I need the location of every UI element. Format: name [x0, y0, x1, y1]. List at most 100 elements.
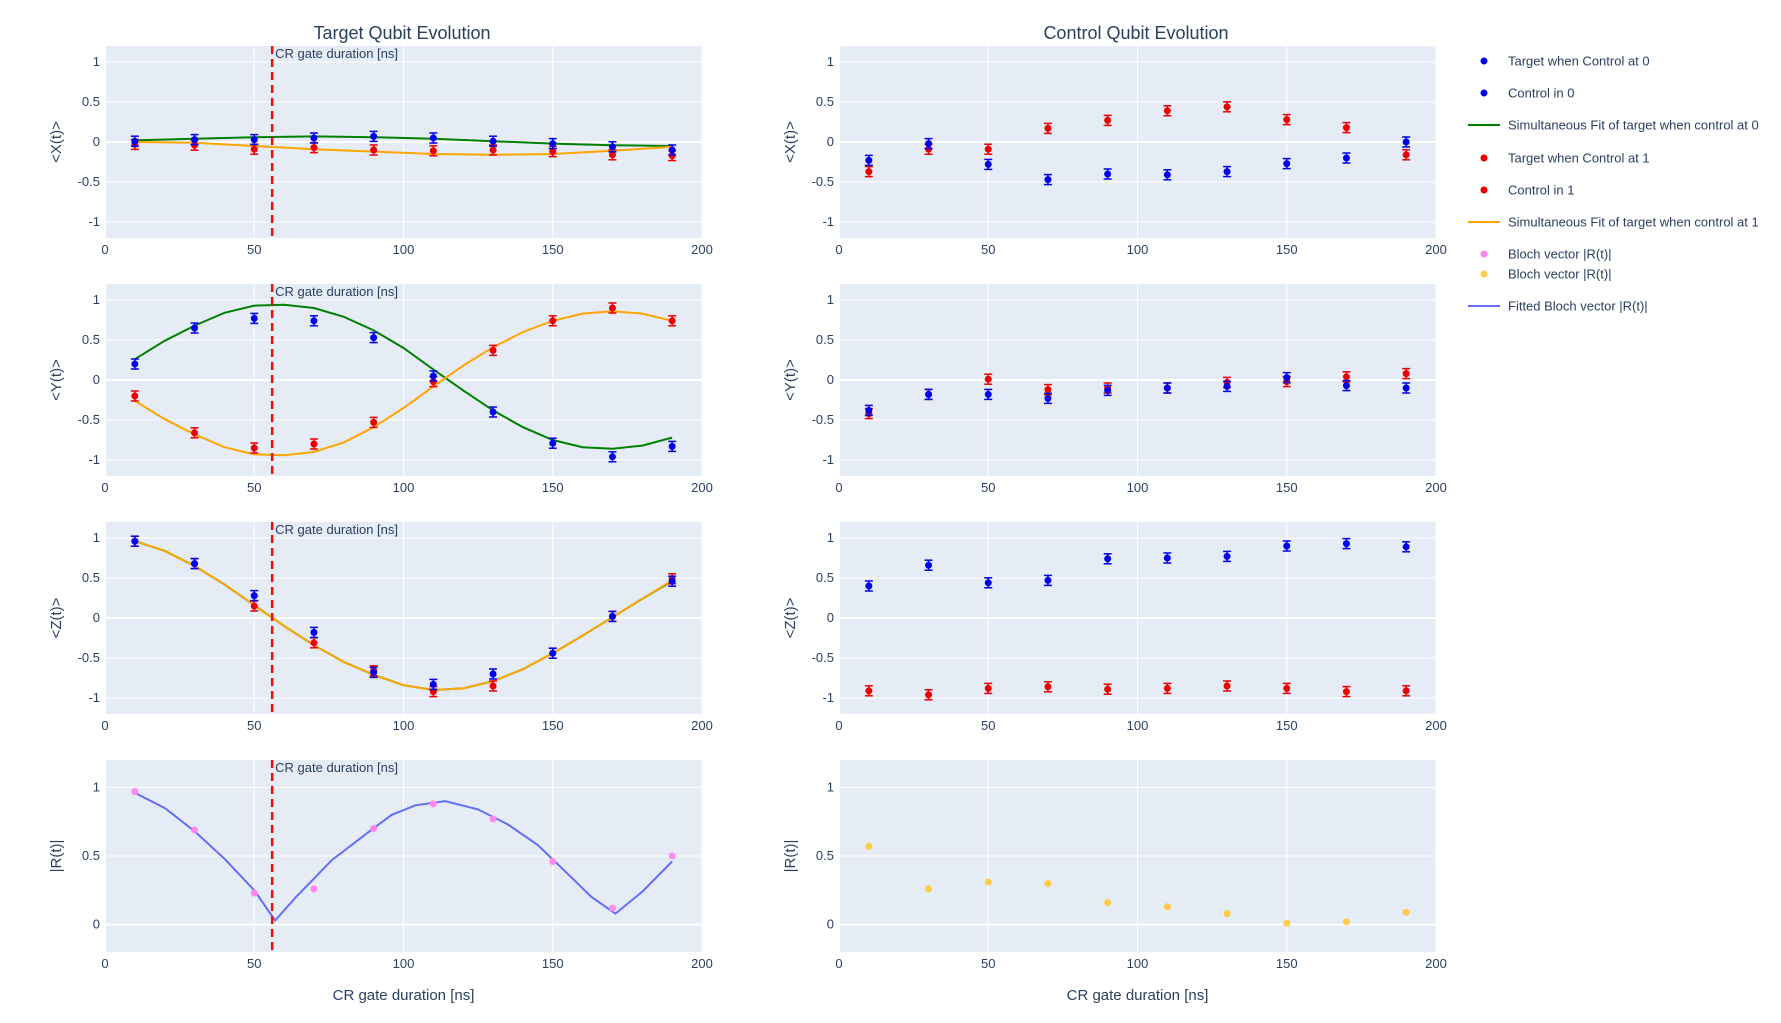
point-target-control-0 [309, 315, 318, 327]
point-control-in-0 [1342, 537, 1351, 550]
data-point [310, 440, 318, 448]
x-tick-label: 200 [691, 480, 713, 495]
data-point [1044, 386, 1052, 394]
subplot-grid: 0 50 100 150 200-1-0.500.51<X(t)>CR gate dur… [48, 46, 1447, 1004]
point-control-in-0 [1103, 168, 1112, 180]
cr-duration-annotation: CR gate duration [ns] [275, 522, 398, 537]
data-point [370, 668, 378, 676]
y-axis-title: |R(t)| [48, 840, 65, 873]
point-control-in-1 [984, 143, 993, 155]
legend-item: Target when Control at 0 [1480, 54, 1650, 69]
point-target-control-0 [190, 322, 199, 334]
data-point [489, 146, 497, 154]
data-point [1342, 382, 1350, 390]
data-point [131, 137, 139, 145]
fit-line-control-1 [134, 540, 673, 692]
point-control-in-1 [1402, 367, 1411, 380]
y-tick-label: 1 [827, 779, 834, 794]
data-point [668, 146, 676, 154]
x-tick-label: 200 [1425, 956, 1447, 971]
data-point [370, 418, 378, 426]
point-control-in-0 [1402, 136, 1411, 148]
point-control-in-1 [1223, 101, 1232, 113]
point-target-control-0 [608, 141, 617, 153]
point-target-control-0 [369, 130, 378, 143]
data-point [1402, 543, 1410, 551]
data-point [925, 390, 933, 398]
point-target-control-0 [489, 135, 498, 147]
point-control-in-1 [1402, 149, 1411, 161]
legend-item: Bloch vector |R(t)| [1480, 247, 1612, 262]
data-point [1104, 170, 1112, 178]
x-tick-label: 150 [1276, 480, 1298, 495]
y-tick-label: 0.5 [82, 570, 100, 585]
point-target-control-1 [369, 144, 378, 156]
x-tick-label: 0 [835, 718, 842, 733]
data-point [429, 147, 437, 155]
point-bloch-target [489, 815, 497, 823]
fit-line-control-0 [134, 135, 673, 147]
data-point [1402, 687, 1410, 695]
data-point [549, 439, 557, 447]
point-control-in-1 [1163, 682, 1172, 695]
data-point [1223, 552, 1231, 560]
y-tick-label: 0 [93, 134, 100, 149]
point-bloch-control [1044, 879, 1052, 887]
data-point [370, 146, 378, 154]
data-point [984, 375, 992, 383]
x-tick-label: 150 [1276, 718, 1298, 733]
point-target-control-0 [668, 440, 677, 453]
point-control-in-0 [1402, 382, 1411, 394]
data-point [984, 579, 992, 587]
data-point [310, 639, 318, 647]
legend-label: Target when Control at 1 [1508, 151, 1650, 166]
data-point [1163, 384, 1171, 392]
point-control-in-1 [1043, 122, 1052, 135]
data-point [1044, 124, 1052, 132]
x-tick-label: 150 [542, 718, 564, 733]
data-point [1104, 685, 1112, 693]
data-point [865, 582, 873, 590]
data-point [1163, 171, 1171, 179]
point-target-control-0 [130, 358, 139, 370]
y-axis-title: <Y(t)> [782, 359, 799, 401]
legend-item: Bloch vector |R(t)| [1480, 267, 1612, 282]
point-target-control-0 [668, 144, 677, 156]
x-tick-label: 200 [1425, 242, 1447, 257]
point-target-control-1 [130, 390, 139, 402]
data-point [925, 691, 933, 699]
x-tick-label: 150 [542, 480, 564, 495]
point-control-in-1 [1103, 114, 1112, 127]
point-target-control-0 [489, 668, 498, 680]
point-bloch-target [549, 857, 557, 865]
point-control-in-0 [1043, 392, 1052, 405]
point-control-in-1 [984, 373, 993, 385]
right-column-title: Control Qubit Evolution [1043, 23, 1228, 43]
point-control-in-0 [924, 137, 933, 150]
y-tick-label: 0 [827, 372, 834, 387]
data-point [1163, 107, 1171, 115]
legend-item: Simultaneous Fit of target when control … [1468, 118, 1759, 133]
data-point [1044, 576, 1052, 584]
legend-marker-swatch [1480, 154, 1488, 162]
y-tick-label: -1 [822, 452, 834, 467]
cr-duration-annotation: CR gate duration [ns] [275, 284, 398, 299]
y-tick-label: -0.5 [78, 412, 100, 427]
y-axis-title: <Z(t)> [48, 597, 65, 638]
data-point [608, 151, 616, 159]
point-bloch-control [1402, 908, 1410, 916]
data-point [1342, 124, 1350, 132]
data-point [984, 145, 992, 153]
point-target-control-0 [130, 135, 139, 147]
point-control-in-0 [1223, 165, 1232, 178]
data-point [1283, 542, 1291, 550]
cr-duration-annotation: CR gate duration [ns] [275, 46, 398, 61]
data-point [250, 314, 258, 322]
point-target-control-0 [250, 133, 259, 146]
point-target-control-0 [369, 666, 378, 679]
point-control-in-0 [1402, 541, 1411, 553]
point-control-in-0 [1223, 550, 1232, 563]
point-control-in-1 [1103, 683, 1112, 695]
data-point [1044, 176, 1052, 184]
